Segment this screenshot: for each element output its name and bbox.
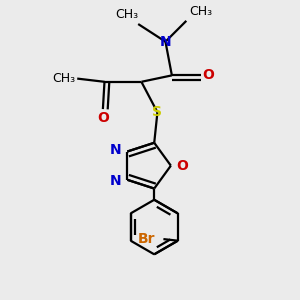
Text: CH₃: CH₃	[115, 8, 138, 21]
Text: N: N	[110, 143, 122, 157]
Text: N: N	[110, 174, 122, 188]
Text: S: S	[152, 105, 162, 119]
Text: O: O	[97, 111, 109, 125]
Text: CH₃: CH₃	[190, 4, 213, 18]
Text: N: N	[160, 35, 171, 49]
Text: CH₃: CH₃	[52, 72, 76, 85]
Text: O: O	[202, 68, 214, 83]
Text: Br: Br	[138, 232, 155, 246]
Text: O: O	[177, 159, 188, 173]
